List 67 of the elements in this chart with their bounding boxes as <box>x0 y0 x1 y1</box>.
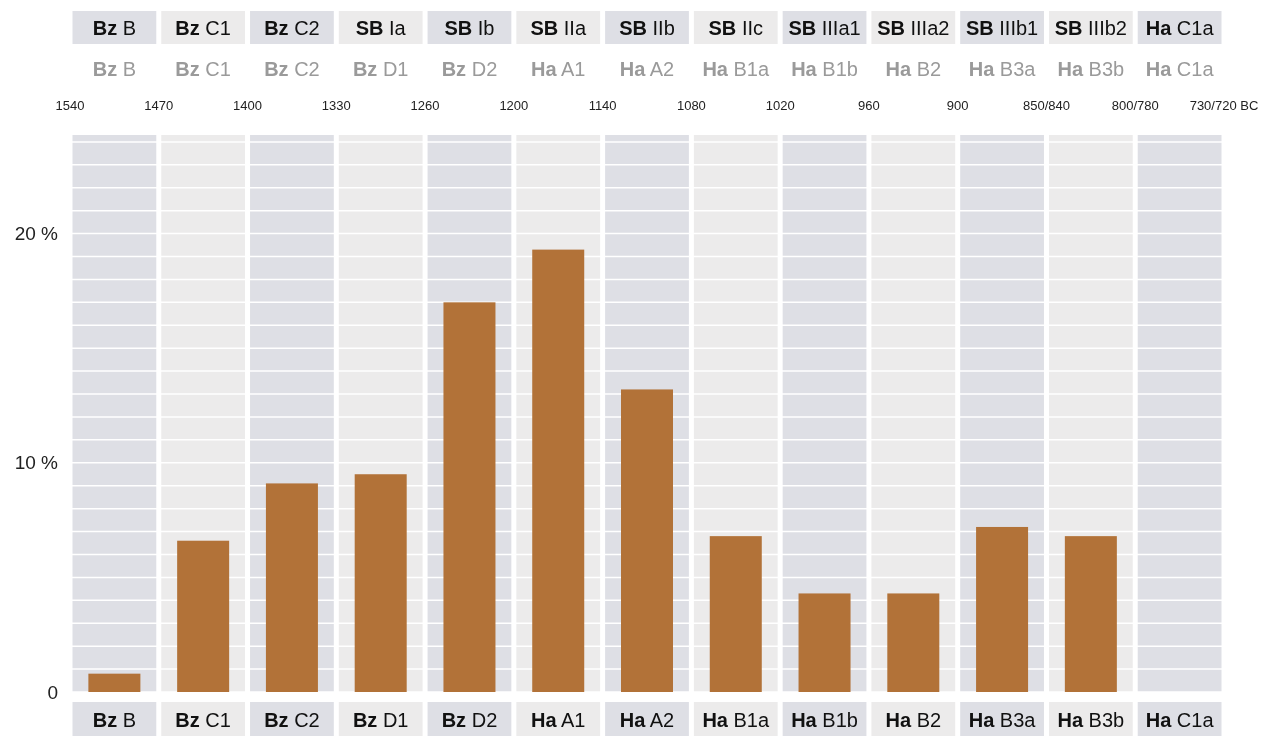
text: SB IIc <box>708 17 763 39</box>
x-tick-label: Ha C1a <box>1145 709 1215 731</box>
text: 960 <box>858 98 880 113</box>
x-tick-label: Ha B3b <box>1057 709 1125 731</box>
text: Bz D1 <box>352 58 409 80</box>
x-tick-label: Ha B1a <box>702 709 770 731</box>
text: Bz B <box>92 17 137 39</box>
x-tick-label: Bz D2 <box>441 709 498 731</box>
text: Bz D2 <box>441 58 498 80</box>
bar <box>265 483 318 692</box>
text: Bz C2 <box>264 58 320 80</box>
text: SB Ia <box>355 17 407 39</box>
bar <box>621 389 673 692</box>
x-tick-label: Ha B2 <box>885 709 942 731</box>
text: SB IIa <box>530 17 587 39</box>
bar <box>709 536 762 692</box>
text: Ha B3a <box>968 58 1037 80</box>
text: Ha B2 <box>885 58 942 80</box>
x-tick-label: Bz C1 <box>175 709 231 731</box>
text: Ha B3b <box>1057 58 1125 80</box>
text: Bz C2 <box>264 17 320 39</box>
text: 1540 <box>55 98 85 113</box>
bar <box>798 593 851 692</box>
bar <box>88 673 141 692</box>
text: 1020 <box>765 98 795 113</box>
x-tick-label: Bz B <box>92 709 137 731</box>
bar <box>354 474 407 692</box>
text: 730/720 BC <box>1189 98 1259 113</box>
text: SB IIIa2 <box>877 17 950 39</box>
text: 1260 <box>410 98 440 113</box>
text: 900 <box>946 98 969 113</box>
text: 1330 <box>321 98 351 113</box>
text: Ha C1a <box>1145 17 1215 39</box>
text: 1140 <box>588 98 617 113</box>
x-tick-label: Ha A2 <box>619 709 675 731</box>
text: SB IIIa1 <box>788 17 861 39</box>
y-tick-label: 20 % <box>14 223 59 245</box>
text: SB Ib <box>444 17 495 39</box>
text: Ha B1a <box>702 58 770 80</box>
text: Bz C1 <box>175 58 231 80</box>
text: SB IIIb2 <box>1054 17 1127 39</box>
text: 1400 <box>233 98 262 113</box>
text: SB IIIb1 <box>965 17 1039 39</box>
text: Ha C1a <box>1145 58 1215 80</box>
text: SB IIb <box>619 17 675 39</box>
bar <box>177 540 230 692</box>
x-tick-label: Bz C2 <box>264 709 320 731</box>
y-tick-label: 0 <box>47 681 58 703</box>
text: 1080 <box>676 98 706 113</box>
text: 800/780 <box>1111 98 1159 113</box>
x-tick-label: Bz D1 <box>352 709 409 731</box>
y-tick-label: 10 % <box>14 452 59 474</box>
text: 1200 <box>499 98 529 113</box>
bar <box>887 593 940 692</box>
text: Ha A1 <box>530 58 586 80</box>
bar <box>1064 536 1117 692</box>
bar <box>976 526 1029 692</box>
bar <box>443 302 496 692</box>
text: 1470 <box>144 98 174 113</box>
x-tick-label: Ha B3a <box>968 709 1037 731</box>
text: Bz B <box>92 58 137 80</box>
text: 850/840 <box>1022 98 1070 113</box>
text: Bz C1 <box>175 17 231 39</box>
x-tick-label: Ha B1b <box>791 709 858 731</box>
x-tick-label: Ha A1 <box>530 709 586 731</box>
text: Ha B1b <box>791 58 858 80</box>
text: Ha A2 <box>619 58 675 80</box>
